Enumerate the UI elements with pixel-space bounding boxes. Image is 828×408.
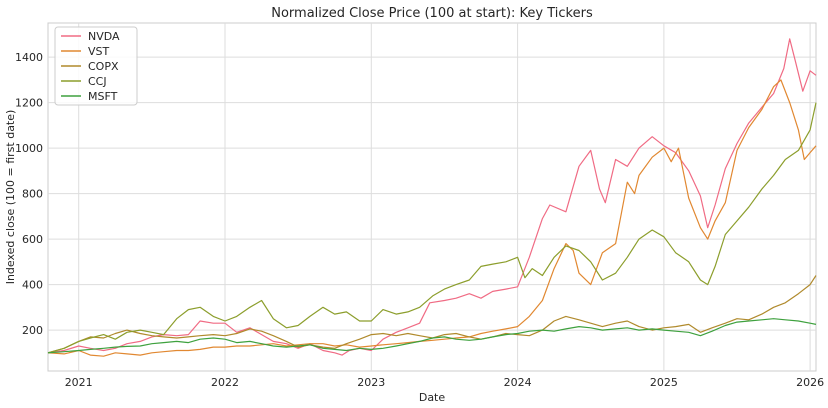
legend-label-copx: COPX xyxy=(88,60,119,73)
legend-label-vst: VST xyxy=(88,45,110,58)
legend-label-ccj: CCJ xyxy=(88,75,107,88)
gridlines xyxy=(48,23,816,371)
x-axis-label: Date xyxy=(419,391,446,404)
x-tick-label: 2025 xyxy=(650,376,678,389)
series-line-ccj xyxy=(47,102,817,354)
y-tick-label: 1200 xyxy=(15,97,43,110)
y-tick-label: 200 xyxy=(22,324,43,337)
tick-labels: 2021 2022 2023 2024 2025 2026 200 400 600 800 1000… xyxy=(15,51,824,389)
y-tick-label: 1000 xyxy=(15,142,43,155)
y-tick-label: 1400 xyxy=(15,51,43,64)
series-lines xyxy=(47,38,817,357)
legend-label-nvda: NVDA xyxy=(88,30,120,43)
legend-label-msft: MSFT xyxy=(88,90,118,103)
series-line-nvda xyxy=(47,38,817,356)
y-tick-label: 400 xyxy=(22,279,43,292)
series-line-vst xyxy=(47,79,817,357)
y-tick-label: 800 xyxy=(22,188,43,201)
legend: NVDA VST COPX CCJ MSFT xyxy=(54,26,138,106)
y-tick-label: 600 xyxy=(22,233,43,246)
series-line-msft xyxy=(47,318,817,354)
x-tick-label: 2026 xyxy=(796,376,824,389)
chart-title: Normalized Close Price (100 at start): K… xyxy=(271,6,593,21)
x-tick-label: 2022 xyxy=(211,376,239,389)
x-tick-label: 2023 xyxy=(357,376,385,389)
legend-box xyxy=(54,26,138,106)
x-tick-label: 2024 xyxy=(504,376,532,389)
series-line-copx xyxy=(47,275,817,354)
y-axis-label: Indexed close (100 = first date) xyxy=(4,110,17,285)
x-tick-label: 2021 xyxy=(65,376,93,389)
